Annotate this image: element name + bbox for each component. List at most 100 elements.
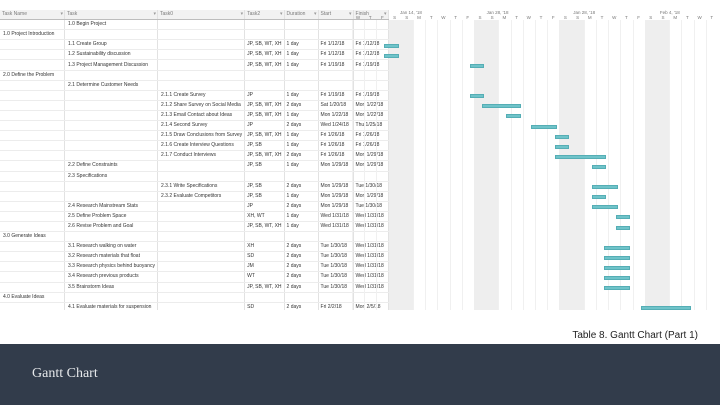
cell-finish[interactable]: Fri 1/19/18 (353, 90, 389, 101)
table-row[interactable]: 3.3 Research physics behind buoyancy JM 2 … (0, 261, 389, 273)
task-bar[interactable] (384, 43, 399, 48)
table-row[interactable]: 2.1.2 Share Survey on Social Media JP, SB… (0, 100, 389, 111)
cell-name[interactable] (0, 171, 65, 182)
task-bar[interactable] (591, 185, 619, 190)
cell-task2[interactable]: 2.3.2 Evaluate Competitors (157, 191, 246, 202)
table-row[interactable]: 2.5 Define Problem Space XH, WT 1 day Wed 1… (0, 211, 389, 222)
task-bar[interactable] (555, 144, 570, 149)
cell-duration[interactable]: 1 day (284, 191, 319, 202)
cell-name[interactable] (0, 201, 65, 212)
cell-task3[interactable]: JP, SB (244, 181, 285, 192)
table-row[interactable]: 4.0 Evaluate Ideas (0, 292, 389, 303)
cell-task1[interactable]: 1.2 Sustainability discussion (64, 49, 158, 61)
task-bar[interactable] (591, 195, 606, 200)
cell-finish[interactable] (353, 29, 389, 41)
cell-task2[interactable] (157, 292, 246, 303)
task-bar[interactable] (591, 164, 606, 169)
task-bar[interactable] (384, 53, 399, 58)
task-bar[interactable] (604, 245, 631, 250)
column-header-task[interactable]: Task ▾ (64, 10, 158, 21)
cell-task3[interactable]: JP (244, 201, 285, 212)
cell-task3[interactable]: JP, SB, WT, XH (244, 59, 285, 71)
cell-start[interactable]: Tue 1/30/18 (318, 241, 354, 253)
cell-finish[interactable]: Wed 1/31/18 (353, 241, 389, 253)
column-header-task2[interactable]: Task2 ▾ (244, 10, 285, 21)
cell-duration[interactable] (284, 231, 319, 243)
cell-duration[interactable]: 2 days (284, 201, 319, 212)
cell-task1[interactable]: 2.2 Define Constraints (64, 160, 158, 172)
cell-finish[interactable] (353, 19, 389, 31)
cell-name[interactable]: 3.0 Generate Ideas (0, 231, 65, 243)
cell-start[interactable] (318, 19, 354, 31)
cell-task2[interactable] (157, 241, 246, 253)
task-bar[interactable] (555, 134, 570, 139)
cell-task1[interactable]: 3.4 Research previous products (64, 271, 158, 283)
cell-duration[interactable]: 1 day (284, 130, 319, 142)
task-bar[interactable] (604, 286, 631, 291)
cell-start[interactable] (318, 231, 354, 243)
cell-name[interactable] (0, 261, 65, 273)
cell-start[interactable]: Mon 1/29/18 (318, 181, 354, 192)
cell-task1[interactable] (64, 120, 158, 132)
cell-task2[interactable]: 2.1.4 Second Survey (157, 120, 246, 132)
table-row[interactable]: 2.1.4 Second Survey JP 2 days Wed 1/24/18 Th… (0, 120, 389, 132)
cell-duration[interactable] (284, 171, 319, 182)
table-row[interactable]: 1.3 Project Management Discussion JP, SB,… (0, 59, 389, 71)
table-row[interactable]: 2.1.3 Email Contact about Ideas JP, SB, W… (0, 110, 389, 122)
cell-task1[interactable] (64, 29, 158, 41)
cell-duration[interactable]: 1 day (284, 160, 319, 172)
cell-finish[interactable]: Mon 1/29/18 (353, 191, 389, 202)
chevron-down-icon[interactable]: ▾ (60, 11, 63, 17)
table-row[interactable]: 2.4 Research Mainstream Stats JP 2 days Mon… (0, 201, 389, 212)
cell-task3[interactable]: SD (244, 251, 285, 263)
table-row[interactable]: 3.1 Research walking on water XH 2 days Tue… (0, 241, 389, 253)
cell-task2[interactable] (157, 261, 246, 273)
cell-duration[interactable]: 1 day (284, 140, 319, 152)
cell-task2[interactable]: 2.3.1 Write Specifications (157, 181, 246, 192)
column-header-finish[interactable]: Finish ▾ (353, 10, 389, 21)
task-bar[interactable] (640, 306, 692, 310)
table-row[interactable]: 4.1 Evaluate materials for suspension SD 2… (0, 302, 389, 310)
cell-finish[interactable]: Mon 1/29/18 (353, 160, 389, 172)
cell-start[interactable]: Wed 1/31/18 (318, 221, 354, 233)
task-bar[interactable] (604, 255, 631, 260)
cell-task3[interactable] (244, 80, 285, 91)
cell-task2[interactable] (157, 80, 246, 91)
cell-task2[interactable] (157, 29, 246, 41)
cell-name[interactable] (0, 211, 65, 222)
table-row[interactable]: 1.0 Project Introduction (0, 29, 389, 41)
cell-task2[interactable] (157, 70, 246, 81)
cell-task1[interactable]: 2.5 Define Problem Space (64, 211, 158, 222)
cell-name[interactable] (0, 302, 65, 310)
cell-finish[interactable]: Wed 1/31/18 (353, 282, 389, 293)
cell-task1[interactable]: 3.3 Research physics behind buoyancy (64, 261, 158, 273)
cell-task3[interactable] (244, 171, 285, 182)
cell-task3[interactable]: JP (244, 120, 285, 132)
task-bar[interactable] (555, 154, 606, 159)
table-row[interactable]: 1.1 Create Group JP, SB, WT, XH 1 day Fri 1… (0, 39, 389, 51)
cell-finish[interactable] (353, 70, 389, 81)
cell-task1[interactable]: 3.2 Research materials that float (64, 251, 158, 263)
cell-task3[interactable]: JP, SB, WT, XH (244, 39, 285, 51)
cell-name[interactable] (0, 150, 65, 162)
chevron-down-icon[interactable]: ▾ (384, 11, 387, 17)
cell-name[interactable] (0, 59, 65, 71)
task-bar[interactable] (604, 276, 631, 280)
cell-task3[interactable]: JP, SB, WT, XH (244, 150, 285, 162)
cell-start[interactable]: Sat 1/20/18 (318, 100, 354, 111)
cell-start[interactable]: Fri 1/19/18 (318, 59, 354, 71)
cell-name[interactable] (0, 130, 65, 142)
cell-finish[interactable]: Tue 1/30/18 (353, 181, 389, 192)
cell-task1[interactable]: 4.1 Evaluate materials for suspension (64, 302, 158, 310)
chevron-down-icon[interactable]: ▾ (314, 11, 317, 17)
cell-name[interactable]: 4.0 Evaluate Ideas (0, 292, 65, 303)
chevron-down-icon[interactable]: ▾ (280, 11, 283, 17)
task-bar[interactable] (482, 104, 521, 109)
cell-start[interactable]: Wed 1/31/18 (318, 211, 354, 222)
cell-name[interactable] (0, 251, 65, 263)
table-row[interactable]: 2.1 Determine Customer Needs (0, 80, 389, 91)
cell-task2[interactable] (157, 231, 246, 243)
cell-duration[interactable]: 1 day (284, 39, 319, 51)
cell-start[interactable]: Fri 1/12/18 (318, 39, 354, 51)
cell-task3[interactable]: JP, SB (244, 191, 285, 202)
